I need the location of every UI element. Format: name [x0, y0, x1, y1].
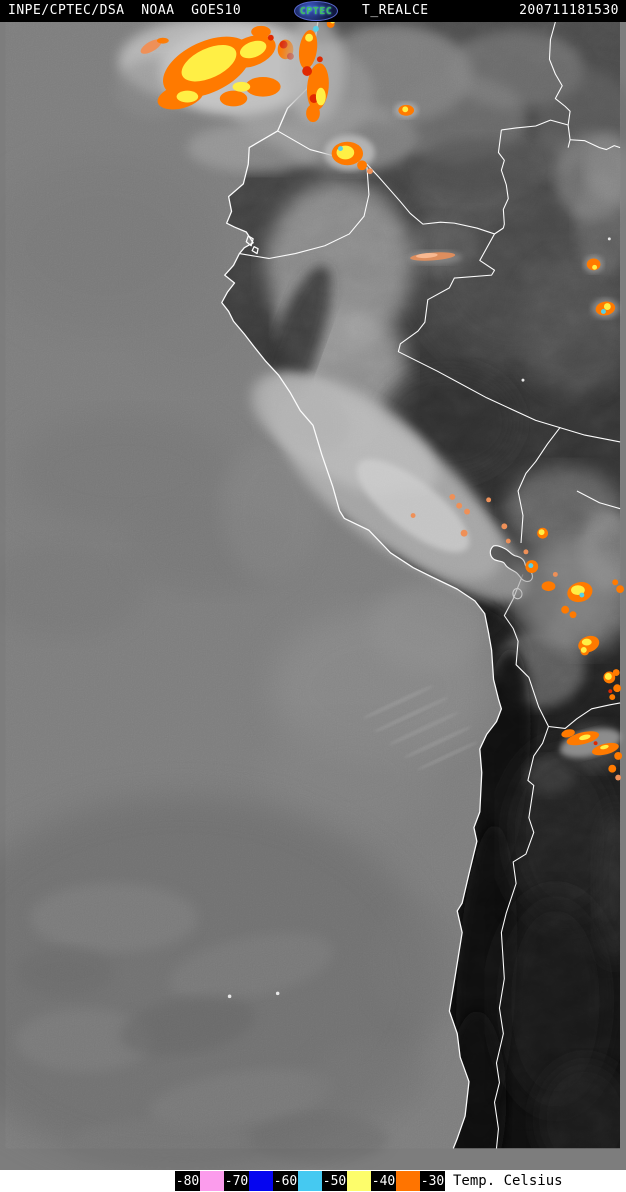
- legend-label-neg40: -40: [371, 1171, 396, 1191]
- header-bar: INPE/CPTEC/DSA NOAA GOES10 CPTEC T_REALC…: [0, 0, 626, 22]
- legend-label-neg70: -70: [224, 1171, 249, 1191]
- convective-cell-east-2: [591, 298, 620, 319]
- product-name-label: T_REALCE: [362, 3, 429, 18]
- agency-satellite-label: INPE/CPTEC/DSA NOAA GOES10: [8, 3, 242, 18]
- cptec-logo: CPTEC: [294, 1, 338, 21]
- border-bolivia-northeast: [548, 702, 621, 730]
- legend-swatch-orange: [396, 1171, 420, 1191]
- border-ecuador-peru: [239, 167, 370, 260]
- convective-cell-small-east: [394, 102, 418, 119]
- convective-cluster-north-main: [157, 25, 313, 116]
- convective-cluster-northwest-small: [140, 37, 169, 54]
- convective-cluster-altiplano: [506, 527, 625, 653]
- puna-island-outline: [245, 235, 254, 247]
- border-chile-argentina: [493, 726, 549, 1149]
- convective-cluster-north-vertical: [285, 15, 345, 124]
- legend-swatch-cyan: [298, 1171, 322, 1191]
- convective-cell-east-1: [583, 255, 604, 274]
- convective-cell-ecuador-border: [323, 134, 375, 175]
- border-peru-colombia: [378, 176, 504, 235]
- small-island-outline: [251, 246, 259, 255]
- border-bolivia-brazil: [576, 490, 621, 510]
- legend-swatch-yellow: [347, 1171, 371, 1191]
- convective-streak-central-peru: [407, 250, 463, 265]
- temperature-legend: -80 -70 -60 -50 -40 -30 Temp. Celsius: [0, 1170, 626, 1192]
- convective-enhancement-layer: [140, 15, 625, 999]
- legend-unit-label: Temp. Celsius: [453, 1173, 563, 1189]
- border-peru-bolivia: [517, 426, 561, 544]
- border-leticia-trapezoid: [501, 119, 569, 131]
- timestamp-label: 200711181530: [519, 3, 619, 18]
- coastline: [221, 21, 503, 1149]
- border-colombia-brazil: [548, 21, 571, 148]
- legend-label-neg80: -80: [175, 1171, 200, 1191]
- border-peru-brazil-north: [497, 129, 509, 229]
- satellite-map: [0, 15, 626, 1170]
- legend-label-neg50: -50: [322, 1171, 347, 1191]
- legend-label-neg60: -60: [273, 1171, 298, 1191]
- legend-swatch-blue: [249, 1171, 273, 1191]
- border-peru-brazil-south: [397, 227, 621, 443]
- satellite-image: [0, 15, 626, 1170]
- convective-cluster-east-edge: [580, 646, 622, 701]
- tiny-bright-cloud-flecks: [227, 237, 611, 999]
- legend-spacer: [0, 1181, 175, 1182]
- legend-label-neg30: -30: [420, 1171, 445, 1191]
- convective-band-southeast: [560, 728, 623, 781]
- convective-flecks-andes: [410, 493, 511, 544]
- border-brazil-east: [570, 139, 621, 151]
- legend-swatch-pink: [200, 1171, 224, 1191]
